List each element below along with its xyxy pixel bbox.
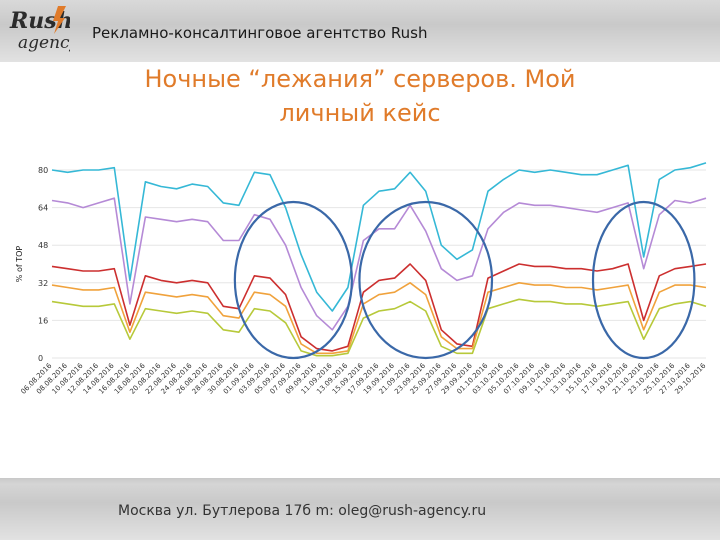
header-band: [0, 0, 720, 62]
slide-title: Ночные “лежания” серверов. Мой личный ке…: [60, 62, 660, 130]
series-line-orange: [51, 282, 707, 355]
y-axis-label: % of TOP: [15, 246, 24, 283]
agency-name: Рекламно-консалтинговое агентство Rush: [92, 24, 428, 42]
y-tick-label: 0: [38, 354, 43, 363]
footer-contact: Москва ул. Бутлерова 17б m: oleg@rush-ag…: [118, 503, 487, 519]
footer-band-edge: [0, 478, 720, 484]
lightning-icon: [53, 6, 66, 34]
y-tick-label: 48: [38, 241, 48, 250]
slide-title-line1: Ночные “лежания” серверов. Мой: [144, 65, 576, 93]
logo-text-bottom: agency: [18, 33, 70, 53]
highlight-ellipse: [358, 200, 494, 360]
slide-title-line2: личный кейс: [279, 99, 441, 127]
series-line-red: [51, 263, 707, 352]
chart-annotations: [233, 200, 696, 360]
y-tick-label: 64: [38, 204, 48, 213]
chart-series: [51, 162, 707, 357]
y-tick-label: 32: [38, 279, 48, 288]
y-tick-label: 16: [38, 316, 48, 325]
rush-agency-logo: Rush agency: [9, 6, 70, 53]
highlight-ellipse: [233, 200, 353, 360]
series-line-cyan: [51, 162, 707, 312]
footer-band: [0, 478, 720, 540]
series-line-purple: [51, 197, 707, 331]
highlight-ellipse: [591, 200, 696, 360]
series-line-lime: [51, 298, 707, 357]
y-axis-ticks: 0 16 32 48 64 80: [38, 166, 48, 363]
x-axis-ticks: 06.08.201608.08.201610.08.201612.08.2016…: [19, 361, 707, 395]
y-tick-label: 80: [38, 166, 48, 175]
chart-grid: [52, 169, 706, 359]
position-chart: 0 16 32 48 64 80 % of TOP 06.08.201608.08.201…: [15, 162, 708, 396]
